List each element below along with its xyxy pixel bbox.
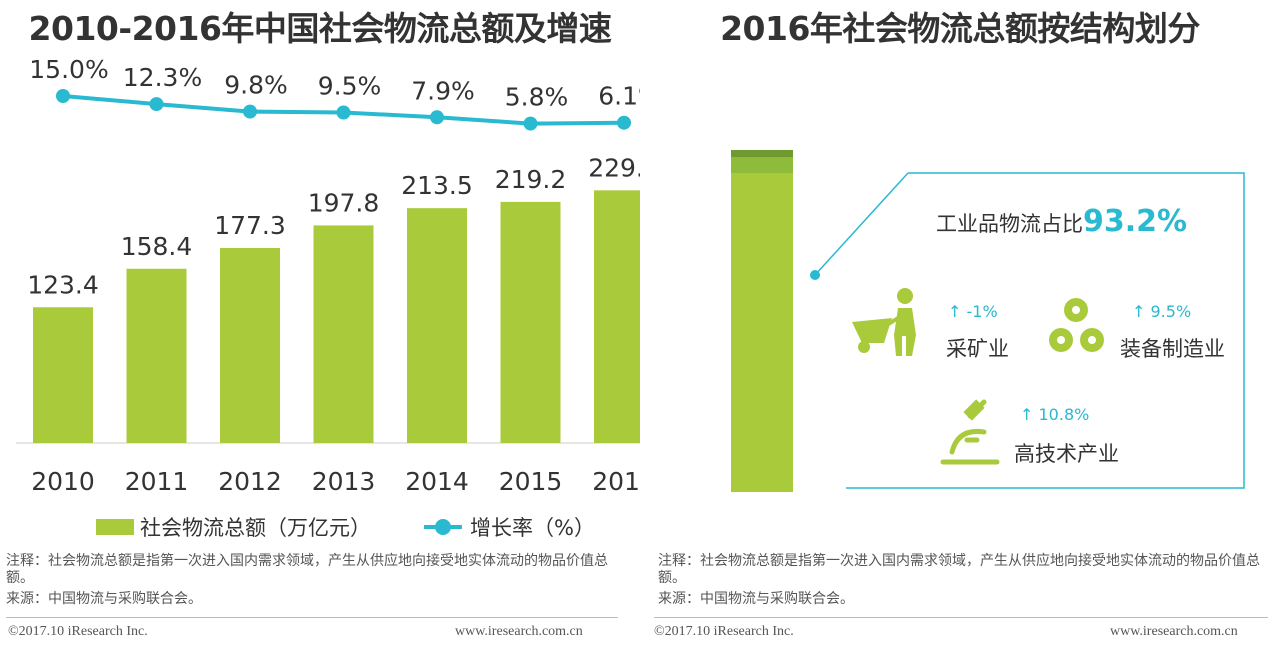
legend-line-swatch [424,519,462,535]
growth-rate-point [56,89,70,103]
mining-growth: ↑ -1% [948,302,998,321]
callout-box [846,172,1245,489]
hightech-growth-value: 10.8% [1038,405,1090,424]
bar-value-label: 219.2 [495,165,567,194]
x-tick-label: 2016 [592,467,640,496]
callout-dot [810,270,820,280]
growth-rate-label: 12.3% [123,63,202,92]
right-copyright: ©2017.10 iResearch Inc. [654,624,794,639]
bar-2010 [33,307,93,443]
growth-rate-point [243,104,257,119]
legend-bar-item: 社会物流总额（万亿元） [96,512,371,542]
industrial-share-value: 93.2% [1083,204,1188,239]
industrial-share-label: 工业品物流占比 [936,212,1083,236]
bar-2016 [594,190,640,443]
bar-value-label: 213.5 [401,171,473,200]
left-website-link[interactable]: www.iresearch.com.cn [455,624,583,639]
growth-rate-point [430,110,444,125]
logistics-total-chart: 123.4 2010 158.4 2011 177.3 2012 197.8 2013 213.… [16,55,640,496]
bar-value-label: 229.7 [588,153,640,182]
legend-bar-label: 社会物流总额（万亿元） [140,516,371,540]
equipment-growth: ↑ 9.5% [1132,302,1191,321]
x-tick-label: 2012 [218,467,282,496]
equipment-growth-value: 9.5% [1150,302,1192,321]
growth-rate-label: 7.9% [411,76,475,105]
bar-2013 [313,225,374,443]
stack-segment-top1 [731,150,793,157]
x-tick-label: 2015 [499,467,563,496]
right-panel: 2016年社会物流总额按结构划分 [640,0,1280,645]
growth-rate-label: 9.8% [224,71,288,100]
growth-rate-point [523,116,538,131]
microscope-icon [940,399,1000,465]
up-arrow-icon: ↑ [1132,302,1146,321]
left-source: 来源：中国物流与采购联合会。 [6,591,202,607]
bar-2014 [407,208,467,443]
right-note: 注释：社会物流总额是指第一次进入国内需求领域，产生从供应地向接受地实体流动的物品… [658,553,1260,586]
gears-icon [1049,298,1104,352]
growth-rate-label: 6.1% [598,82,640,111]
right-website-link[interactable]: www.iresearch.com.cn [1110,624,1238,639]
bar-value-label: 177.3 [214,211,286,240]
mining-growth-value: -1% [966,302,998,321]
up-arrow-icon: ↑ [1020,405,1034,424]
left-footer-divider [6,617,618,618]
callout-leader-line [814,172,909,276]
growth-rate-label: 5.8% [505,83,569,112]
structure-chart [731,150,1245,492]
growth-rate-point [149,97,164,112]
bar-2015 [500,201,561,443]
legend-line-label: 增长率（%） [470,516,595,540]
x-tick-label: 2010 [31,467,95,496]
up-arrow-icon: ↑ [948,302,962,321]
bar-value-label: 197.8 [308,188,380,217]
x-tick-label: 2014 [405,467,469,496]
right-footer-divider [654,617,1268,618]
legend-line-item: 增长率（%） [424,512,595,542]
right-source: 来源：中国物流与采购联合会。 [658,591,854,607]
growth-rate-point [336,105,351,120]
bar-2011 [126,268,187,443]
hightech-growth: ↑ 10.8% [1020,405,1089,424]
industrial-share-callout: 工业品物流占比93.2% [936,204,1187,239]
bar-2012 [220,247,280,443]
bar-value-label: 158.4 [121,232,193,261]
bar-value-label: 123.4 [27,270,99,299]
x-tick-label: 2013 [312,467,376,496]
left-copyright: ©2017.10 iResearch Inc. [8,624,148,639]
mining-label: 采矿业 [946,337,1009,361]
legend-bar-swatch [96,519,134,535]
stack-segment-top2 [731,157,793,173]
growth-rate-label: 9.5% [318,72,382,101]
growth-rate-label: 15.0% [29,55,108,84]
equipment-label: 装备制造业 [1120,337,1225,361]
left-note: 注释：社会物流总额是指第一次进入国内需求领域，产生从供应地向接受地实体流动的物品… [6,553,608,586]
growth-rate-point [617,115,631,130]
x-tick-label: 2011 [125,467,189,496]
left-chart-title: 2010-2016年中国社会物流总额及增速 [28,9,612,48]
miner-wheelbarrow-icon [852,288,916,356]
left-panel: 2010-2016年中国社会物流总额及增速 123.4 2010 158.4 2011… [6,9,640,639]
hightech-label: 高技术产业 [1014,442,1119,466]
right-chart-title: 2016年社会物流总额按结构划分 [720,9,1200,48]
stack-segment-industrial [731,173,793,492]
